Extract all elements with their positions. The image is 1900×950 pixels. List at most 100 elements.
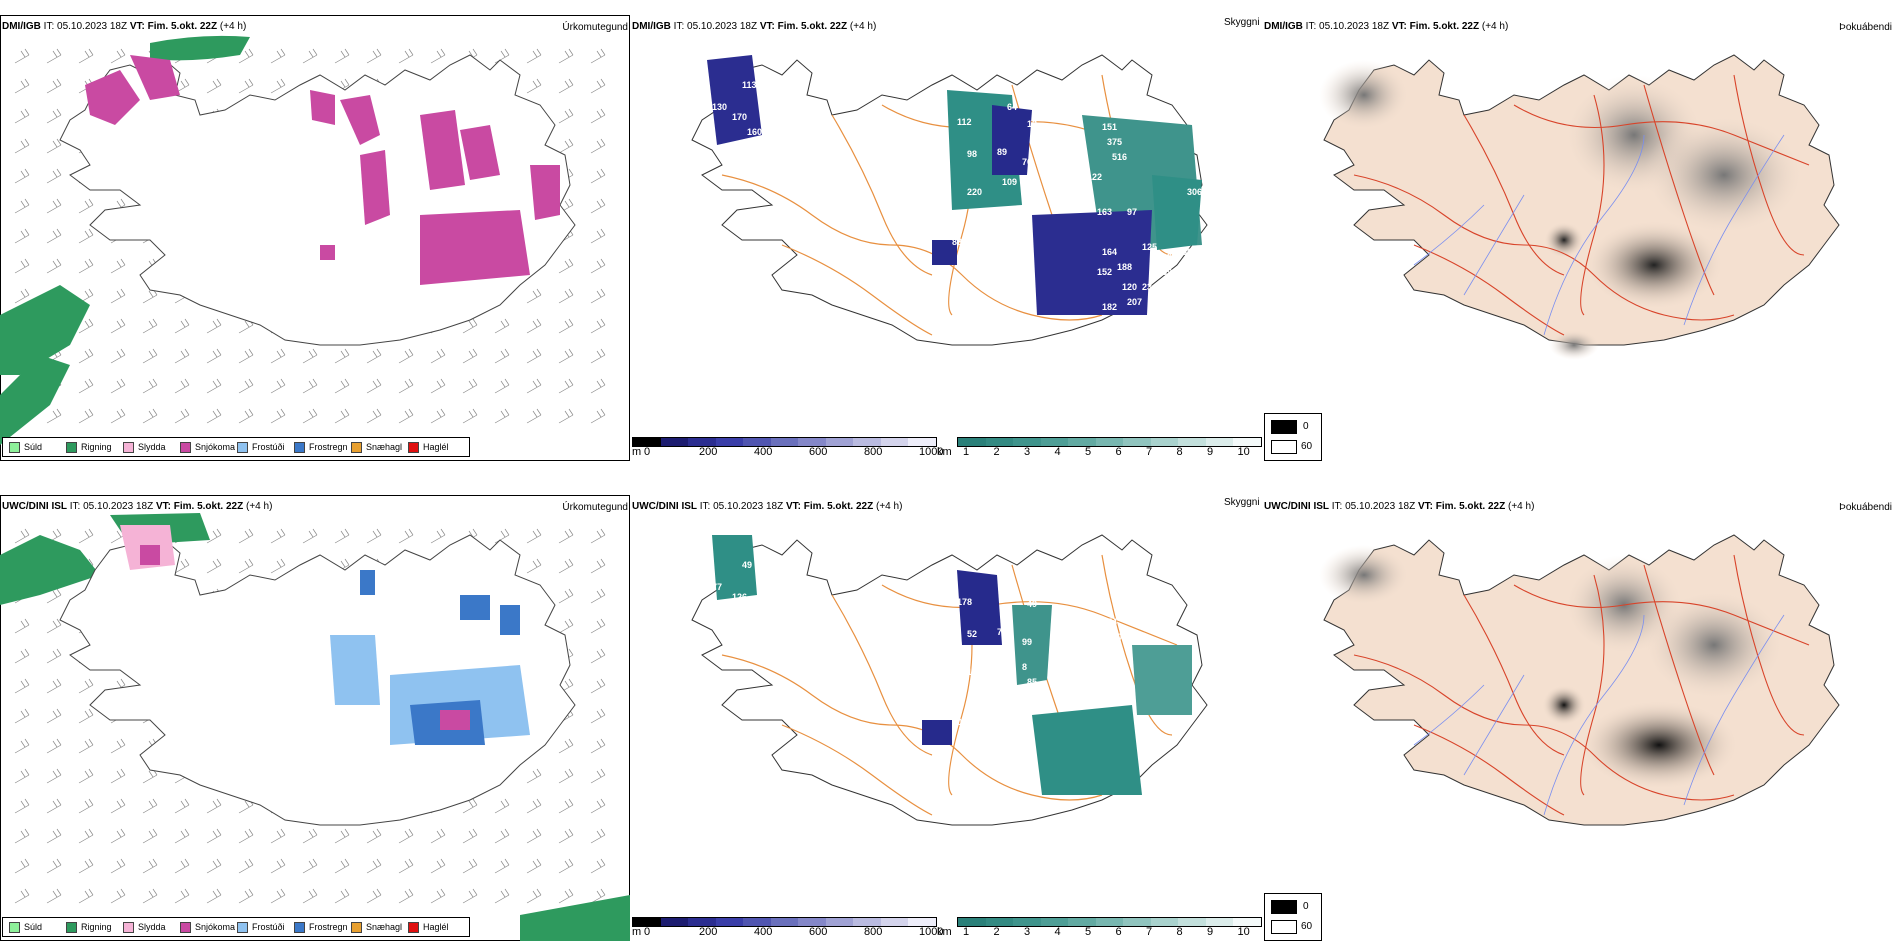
wind-barb — [590, 888, 606, 904]
wind-barb — [558, 738, 574, 754]
legend-item: Snæhagl — [351, 922, 402, 934]
road — [1413, 724, 1565, 816]
vt-label: VT: — [1391, 21, 1407, 32]
colorbar-step — [1150, 438, 1179, 446]
river — [1683, 614, 1785, 806]
wind-barb — [302, 348, 318, 364]
wind-barb — [206, 378, 222, 394]
colorbar-step — [880, 438, 909, 446]
wind-barb — [174, 318, 190, 334]
wind-barb — [14, 888, 30, 904]
wind-barb — [430, 858, 446, 874]
wind-barb — [78, 828, 94, 844]
legend-label: Frostúði — [252, 442, 285, 452]
wind-barb — [174, 408, 190, 424]
wind-barb — [14, 858, 30, 874]
wind-barb — [590, 168, 606, 184]
wind-barb — [78, 378, 94, 394]
wind-barb — [206, 828, 222, 844]
legend-label: Frostregn — [309, 922, 348, 932]
cloud-value-label: 516 — [1112, 152, 1127, 162]
wind-barb — [558, 258, 574, 274]
wind-barb — [494, 348, 510, 364]
wind-barb — [270, 888, 286, 904]
cloud-value-label: 23 — [782, 122, 792, 132]
wind-barb — [110, 858, 126, 874]
wind-barb — [462, 318, 478, 334]
visibility-tick: 8 — [1176, 446, 1183, 458]
wind-barb — [590, 108, 606, 124]
wind-barb — [590, 228, 606, 244]
wind-barb — [398, 858, 414, 874]
visibility-unit: km — [937, 446, 952, 458]
wind-barb — [46, 168, 62, 184]
wind-barb — [366, 348, 382, 364]
wind-barb — [590, 198, 606, 214]
wind-barb — [398, 888, 414, 904]
wind-barb — [46, 858, 62, 874]
cloud-value-label: 74 — [1107, 617, 1117, 627]
cloud-base-unit: m — [632, 446, 642, 458]
wind-barb — [462, 828, 478, 844]
visibility-tick: 4 — [1054, 446, 1061, 458]
colorbar-step — [1205, 438, 1234, 446]
legend-item: Slydda — [123, 442, 166, 454]
wind-barb — [494, 828, 510, 844]
colorbar-step — [825, 918, 854, 926]
colorbar-step — [985, 438, 1014, 446]
wind-barb — [270, 828, 286, 844]
legend-label: Slydda — [138, 922, 166, 932]
panel-header: UWC/DINI ISL IT: 05.10.2023 18Z VT: Fim.… — [1264, 501, 1534, 513]
colorbar-step — [985, 918, 1014, 926]
fog-map — [1319, 54, 1840, 360]
fog-panel: DMI/IGB IT: 05.10.2023 18Z VT: Fim. 5.ok… — [1264, 15, 1894, 461]
wind-barb — [142, 798, 158, 814]
wind-barb — [302, 888, 318, 904]
panel-header: DMI/IGB IT: 05.10.2023 18Z VT: Fim. 5.ok… — [1264, 21, 1508, 33]
wind-barb — [398, 348, 414, 364]
legend-label: Rigning — [81, 442, 112, 452]
fog-legend-label-0: 0 — [1303, 901, 1309, 912]
wind-barb — [494, 528, 510, 544]
rain-ocean-nw — [150, 35, 250, 61]
wind-barb — [238, 48, 254, 64]
wind-barb — [14, 258, 30, 274]
iceland-outline — [59, 534, 576, 826]
road — [721, 654, 1103, 801]
wind-barb — [526, 408, 542, 424]
wind-barb — [238, 858, 254, 874]
wind-barb — [302, 528, 318, 544]
wind-barb — [590, 348, 606, 364]
visibility-colorbar — [957, 437, 1262, 447]
wind-barb — [238, 348, 254, 364]
cloud-value-label: 105 — [1112, 632, 1127, 642]
colorbar-step — [958, 438, 986, 446]
cloud-value-label: 164 — [1102, 247, 1117, 257]
wind-barb — [206, 78, 222, 94]
model-name: DMI/IGB — [1264, 21, 1303, 32]
cloud-value-label: 126 — [732, 592, 747, 602]
wind-barb — [590, 138, 606, 154]
wind-barb — [366, 858, 382, 874]
snow-areas — [85, 55, 560, 285]
visibility-tick: 5 — [1085, 446, 1092, 458]
wind-barb — [494, 378, 510, 394]
it-label: IT: — [673, 21, 685, 32]
row-1: DMI/IGB IT: 05.10.2023 18Z VT: Fim. 5.ok… — [0, 0, 1900, 470]
it-value: 05.10.2023 18Z — [57, 21, 128, 32]
wind-barb — [238, 828, 254, 844]
legend-item: Snæhagl — [351, 442, 402, 454]
wind-barb — [46, 678, 62, 694]
legend-swatch — [123, 442, 134, 454]
cloud-value-label: 220 — [967, 187, 982, 197]
river — [1413, 204, 1485, 266]
visibility-tick: 3 — [1024, 446, 1031, 458]
legend-item: Frostregn — [294, 922, 348, 934]
wind-barb — [46, 738, 62, 754]
colorbar-step — [1123, 438, 1151, 446]
wind-barb — [206, 858, 222, 874]
visibility-tick: 9 — [1207, 926, 1214, 938]
vt-value: Fim. 5.okt. 22Z — [1409, 21, 1480, 32]
wind-barb — [302, 408, 318, 424]
